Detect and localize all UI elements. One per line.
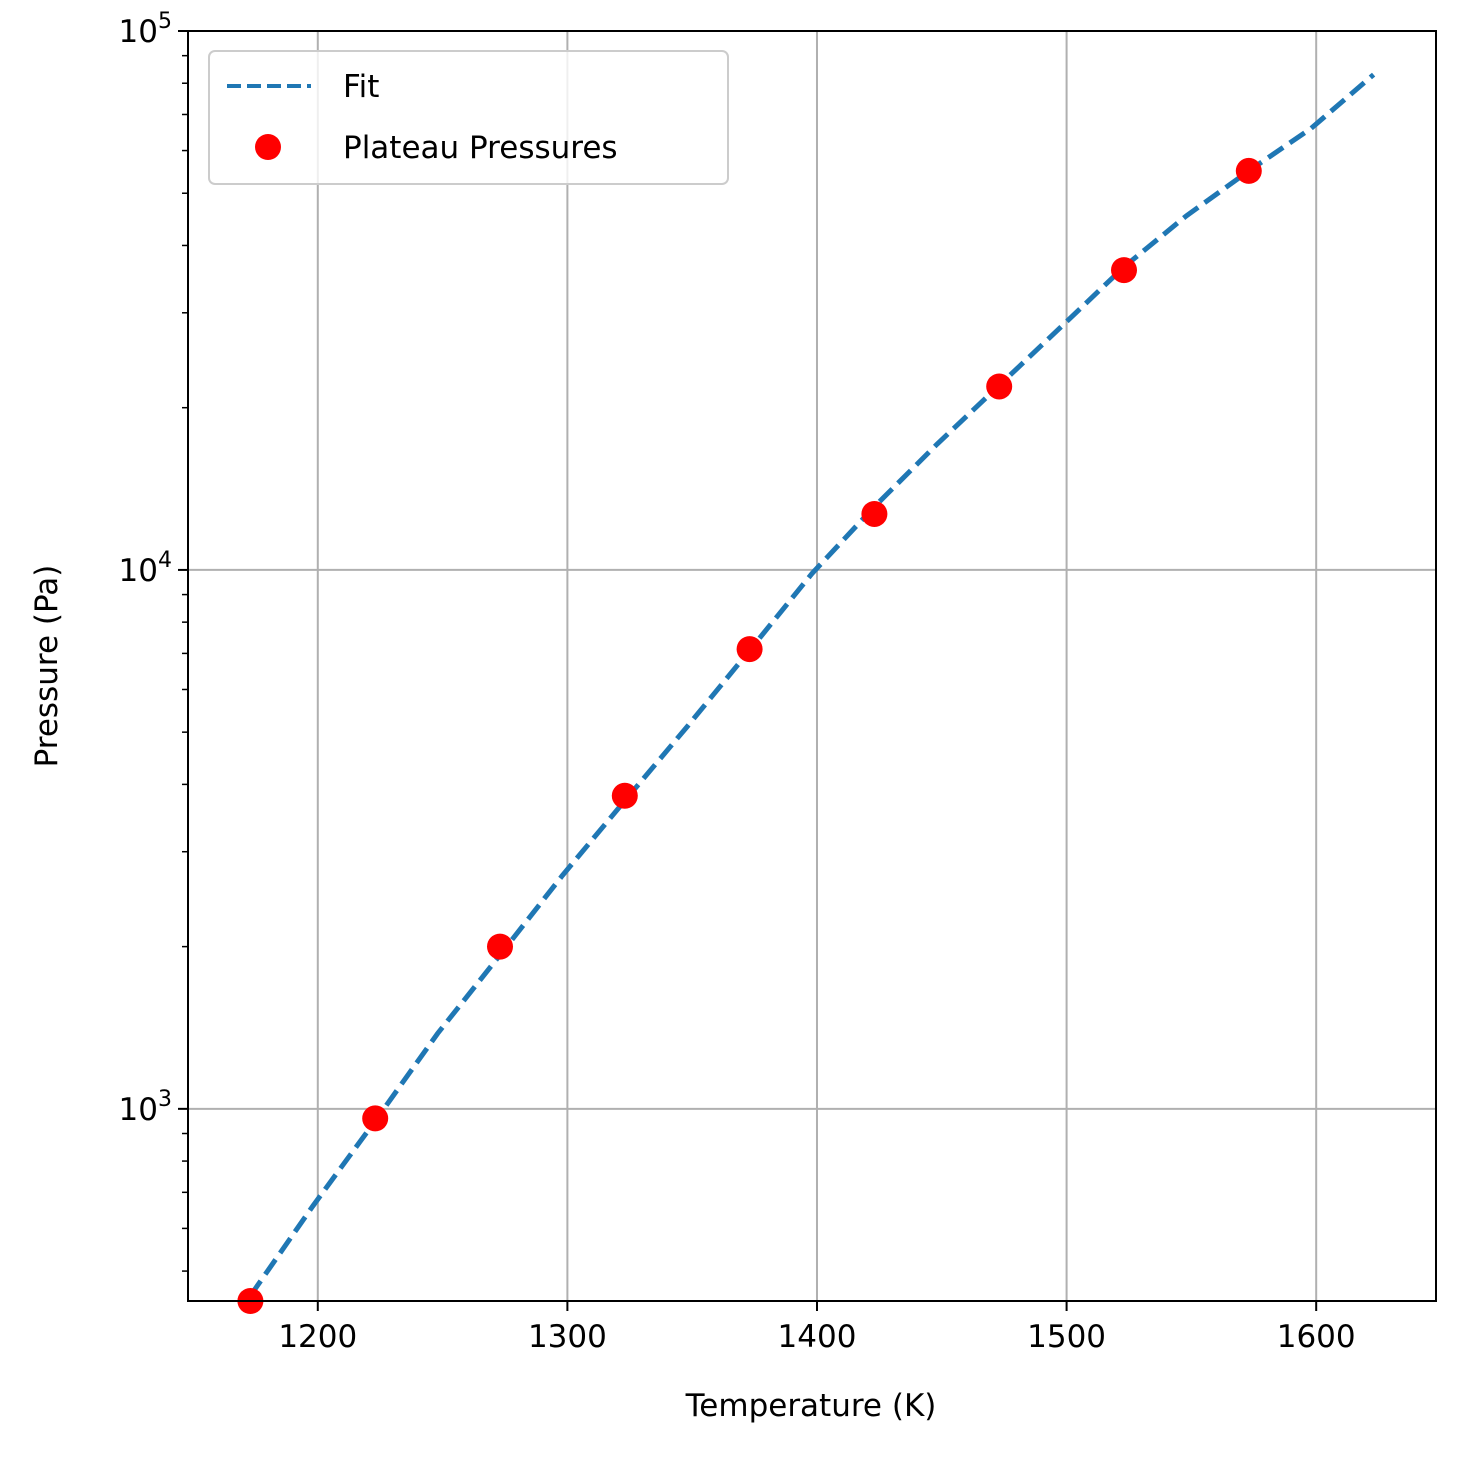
x-axis-label: Temperature (K)	[685, 1388, 937, 1424]
legend-fit-label: Fit	[343, 69, 379, 105]
x-tick-label: 1200	[278, 1319, 357, 1355]
x-tick-label: 1300	[528, 1319, 607, 1355]
legend-box	[208, 50, 729, 185]
y-axis-label: Pressure (Pa)	[29, 565, 65, 768]
plateau-pressure-point	[1235, 157, 1262, 184]
legend-plateau-swatch	[255, 134, 281, 160]
plateau-pressure-point	[1111, 257, 1137, 284]
y-axis-minor-ticks	[182, 54, 188, 1272]
y-tick-label: 104	[119, 548, 172, 589]
plateau-pressure-point	[487, 933, 513, 960]
plateau-pressure-point	[861, 500, 888, 527]
plateau-pressure-point	[362, 1105, 389, 1132]
fit-series-line	[248, 72, 1376, 1298]
y-tick-label: 103	[119, 1087, 172, 1128]
x-tick-label: 1500	[1027, 1319, 1106, 1355]
legend: Fit Plateau Pressures	[208, 50, 729, 185]
data-points	[237, 157, 1262, 1314]
plateau-pressure-point	[736, 636, 763, 663]
plateau-pressure-point	[611, 782, 638, 809]
fit-line	[248, 72, 1376, 1298]
x-axis-ticks: 1200 1300 1400 1500 1600	[278, 1301, 1356, 1355]
plateau-pressure-point	[986, 373, 1013, 400]
plot-background	[188, 31, 1436, 1301]
x-tick-label: 1400	[778, 1319, 857, 1355]
y-axis-ticks: 103 104 105	[119, 9, 188, 1128]
legend-plateau-label: Plateau Pressures	[343, 130, 618, 166]
x-tick-label: 1600	[1277, 1319, 1356, 1355]
y-tick-label: 105	[119, 9, 172, 50]
plot-frame	[187, 30, 1437, 1302]
